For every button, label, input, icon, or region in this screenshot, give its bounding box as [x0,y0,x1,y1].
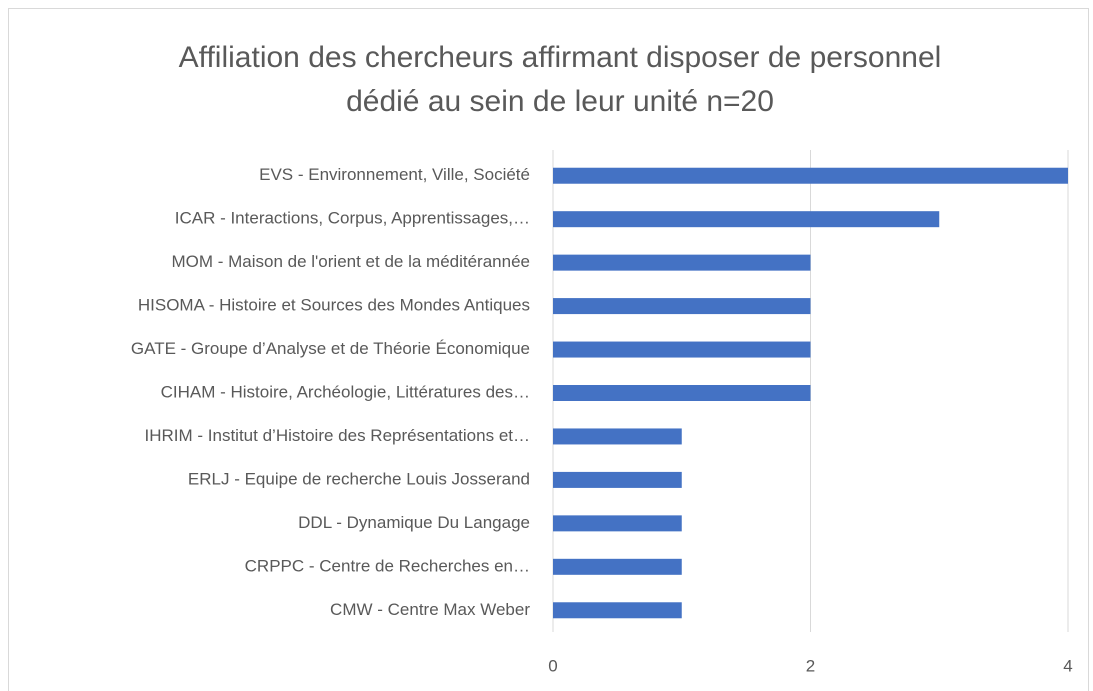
x-tick-label: 4 [1063,656,1072,675]
x-tick-label: 2 [806,656,815,675]
y-tick-label: GATE - Groupe d’Analyse et de Théorie Éc… [131,339,530,358]
bar [553,471,682,488]
y-tick-label: ICAR - Interactions, Corpus, Apprentissa… [175,209,530,228]
x-tick-label: 0 [548,656,557,675]
bar [553,254,811,271]
y-tick-label: ERLJ - Equipe de recherche Louis Jossera… [188,469,530,488]
y-tick-label: CRPPC - Centre de Recherches en… [245,556,530,575]
y-tick-label: EVS - Environnement, Ville, Société [259,165,530,184]
bar [553,298,811,315]
bar [553,558,682,575]
y-tick-label: IHRIM - Institut d’Histoire des Représen… [145,426,530,445]
y-tick-label: DDL - Dynamique Du Langage [298,513,530,532]
chart-border [8,8,1089,691]
y-tick-label: MOM - Maison de l'orient et de la médité… [171,252,530,271]
bar [553,385,811,401]
chart-title: Affiliation des chercheurs affirmant dis… [178,41,942,118]
bar [553,602,682,619]
bar [553,341,811,358]
y-tick-label: CMW - Centre Max Weber [330,600,530,619]
y-tick-label: CIHAM - Histoire, Archéologie, Littératu… [161,382,530,401]
bar [553,428,682,445]
bar [553,211,940,228]
bar [553,515,682,532]
bar [553,167,1068,184]
y-tick-label: HISOMA - Histoire et Sources des Mondes … [138,296,530,315]
